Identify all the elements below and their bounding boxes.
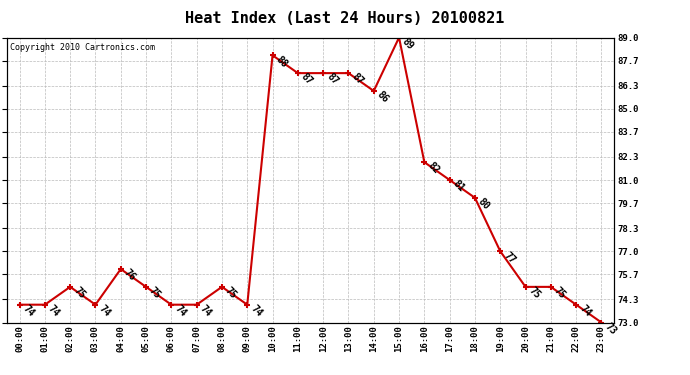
Text: 75: 75 [148,285,163,301]
Text: 89: 89 [400,36,416,51]
Text: 81: 81 [451,178,466,194]
Text: 87: 87 [299,72,315,87]
Text: 76: 76 [122,268,137,283]
Text: 74: 74 [172,303,188,319]
Text: 87: 87 [350,72,365,87]
Text: 88: 88 [274,54,289,69]
Text: 74: 74 [21,303,37,319]
Text: 73: 73 [603,321,618,336]
Text: Copyright 2010 Cartronics.com: Copyright 2010 Cartronics.com [10,43,155,52]
Text: 86: 86 [375,90,391,105]
Text: 77: 77 [502,250,517,265]
Text: 75: 75 [224,285,239,301]
Text: 75: 75 [72,285,87,301]
Text: 74: 74 [198,303,213,319]
Text: 74: 74 [578,303,593,319]
Text: 80: 80 [476,196,492,212]
Text: 74: 74 [97,303,112,319]
Text: 75: 75 [527,285,542,301]
Text: 82: 82 [426,161,441,176]
Text: 74: 74 [46,303,61,319]
Text: 74: 74 [248,303,264,319]
Text: 75: 75 [552,285,568,301]
Text: 87: 87 [324,72,340,87]
Text: Heat Index (Last 24 Hours) 20100821: Heat Index (Last 24 Hours) 20100821 [186,11,504,26]
